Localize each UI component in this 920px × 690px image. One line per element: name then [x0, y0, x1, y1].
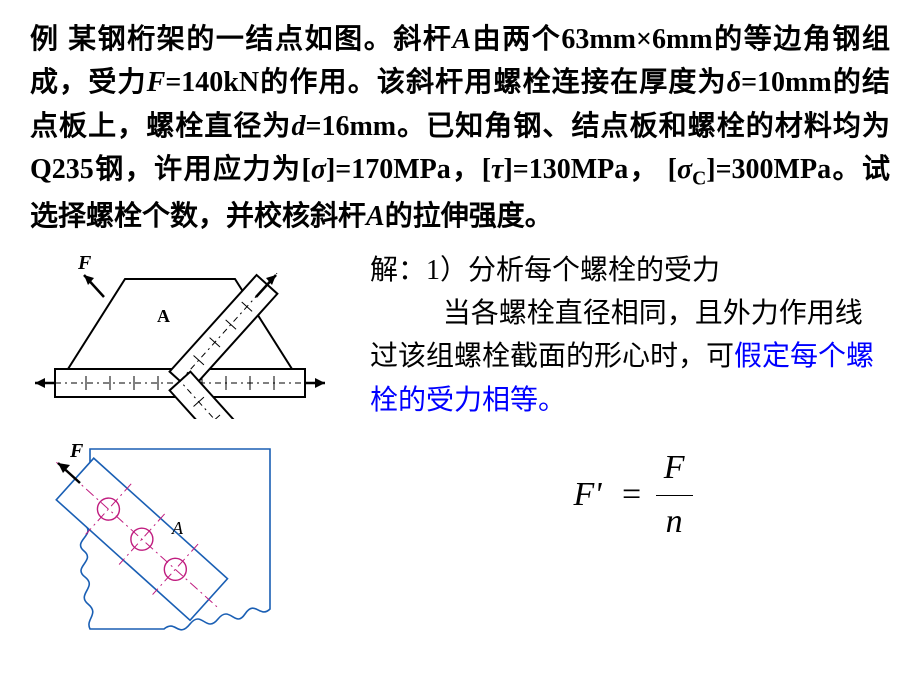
- var-sigma: σ: [311, 154, 326, 185]
- formula-num: F: [656, 442, 693, 496]
- var-d: d: [291, 111, 305, 142]
- fig2-label-F: F: [69, 440, 84, 462]
- formula-frac: F n: [656, 442, 693, 548]
- figure-bolt-detail: F A: [30, 419, 300, 649]
- var-A: A: [452, 24, 471, 55]
- txt: ]=130MPa， [: [503, 154, 677, 185]
- sol-body: 当各螺栓直径相同，且外力作用线过该组螺栓截面的形心时，可假定每个螺栓的受力相等。: [370, 292, 890, 422]
- var-delta: δ: [727, 67, 741, 98]
- txt: 例 某钢桁架的一结点如图。斜杆: [30, 24, 452, 55]
- lower-region: F A: [30, 249, 890, 649]
- formula-eq: =: [622, 469, 641, 522]
- figure-truss-joint: F A: [30, 249, 330, 419]
- problem-statement: 例 某钢桁架的一结点如图。斜杆A由两个63mm×6mm的等边角钢组成，受力F=1…: [30, 18, 890, 239]
- sol-line1: 解：1）分析每个螺栓的受力: [370, 249, 890, 292]
- txt: ]=170MPa，[: [326, 154, 491, 185]
- formula-per-bolt: F' = F n: [370, 442, 890, 548]
- formula-den: n: [656, 496, 693, 549]
- fig1-label-F: F: [77, 252, 92, 274]
- var-A2: A: [366, 201, 385, 232]
- fig1-label-A: A: [157, 306, 170, 326]
- fig2-label-A: A: [171, 518, 184, 538]
- formula-lhs: F': [573, 469, 601, 522]
- var-sigmaC: σ: [677, 154, 692, 185]
- sub-C: C: [692, 169, 706, 190]
- txt: =140kN的作用。该斜杆用螺栓连接在厚度为: [165, 67, 726, 98]
- slide-root: 例 某钢桁架的一结点如图。斜杆A由两个63mm×6mm的等边角钢组成，受力F=1…: [0, 0, 920, 690]
- var-tau: τ: [491, 154, 503, 185]
- txt: 的拉伸强度。: [385, 201, 553, 232]
- figures-column: F A: [30, 249, 360, 649]
- solution-text: 解：1）分析每个螺栓的受力 当各螺栓直径相同，且外力作用线过该组螺栓截面的形心时…: [360, 249, 890, 649]
- var-F: F: [147, 67, 166, 98]
